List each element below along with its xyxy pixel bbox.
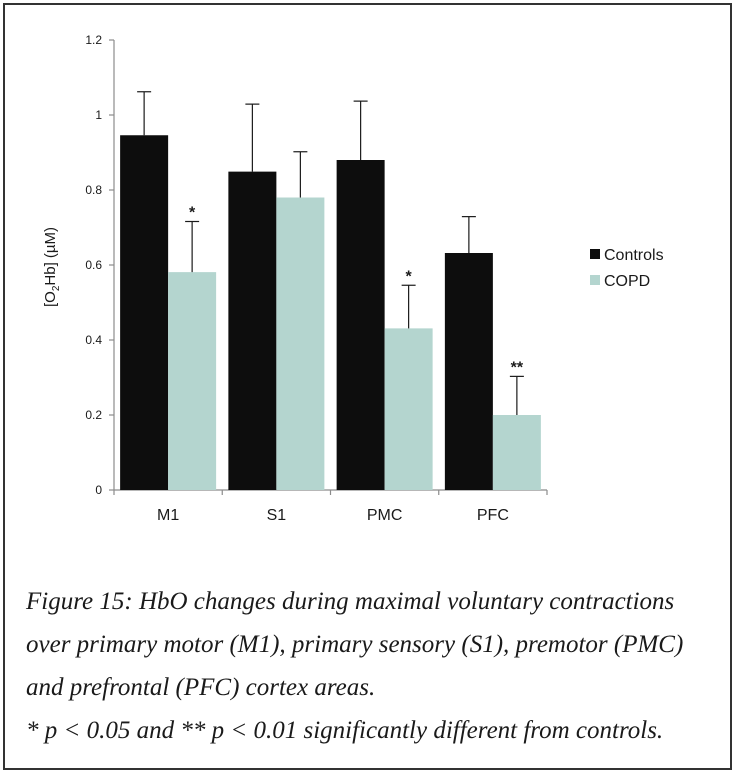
y-axis-label-subscript: 2 bbox=[51, 285, 62, 291]
bar-copd-pmc bbox=[384, 328, 433, 490]
significance-marker: ** bbox=[511, 359, 524, 376]
x-tick-label: S1 bbox=[267, 507, 287, 524]
bar-copd-pfc bbox=[492, 415, 541, 490]
y-tick-label: 1.2 bbox=[85, 33, 102, 47]
bar-copd-s1 bbox=[276, 197, 325, 490]
x-tick-label: PMC bbox=[367, 507, 403, 524]
significance-marker: * bbox=[406, 268, 413, 285]
legend-swatch-copd bbox=[590, 275, 600, 285]
y-axis-label: [O2Hb] (µM) bbox=[42, 227, 62, 307]
significance-marker: * bbox=[189, 205, 196, 222]
bar-controls-s1 bbox=[228, 171, 277, 490]
bar-controls-pfc bbox=[444, 253, 493, 490]
y-tick-label: 1 bbox=[95, 108, 102, 122]
bar-controls-m1 bbox=[120, 135, 169, 490]
y-axis-label-prefix: [O bbox=[42, 291, 59, 307]
y-tick-label: 0.8 bbox=[85, 183, 102, 197]
bar-copd-m1 bbox=[168, 272, 217, 490]
legend: Controls COPD bbox=[590, 247, 664, 290]
y-tick-label: 0.6 bbox=[85, 258, 102, 272]
significance-annotations: **** bbox=[189, 205, 524, 377]
caption-line-4: * p < 0.05 and ** p < 0.01 significantly… bbox=[26, 717, 664, 744]
x-axis: M1 S1 PMC PFC bbox=[113, 489, 548, 524]
legend-label-copd: COPD bbox=[604, 273, 650, 290]
legend-label-controls: Controls bbox=[604, 247, 664, 264]
error-bars bbox=[137, 91, 524, 415]
x-tick-label: PFC bbox=[477, 507, 509, 524]
bar-controls-pmc bbox=[336, 160, 385, 490]
bar-chart: 00.20.40.60.811.2 M1 S1 PMC PFC **** Contro… bbox=[42, 33, 664, 524]
bars bbox=[120, 135, 541, 490]
caption-line-1: Figure 15: HbO changes during maximal vo… bbox=[26, 588, 675, 615]
y-axis: 0 0.2 0.4 0.6 0.8 1 1.2 bbox=[85, 33, 115, 497]
y-tick-label: 0 bbox=[95, 483, 102, 497]
y-axis-label-suffix: Hb] (µM) bbox=[42, 227, 59, 286]
figure-caption: Figure 15: HbO changes during maximal vo… bbox=[26, 580, 726, 752]
y-tick-label: 0.2 bbox=[85, 408, 102, 422]
x-tick-label: M1 bbox=[157, 507, 179, 524]
legend-swatch-controls bbox=[590, 249, 600, 259]
caption-line-2: over primary motor (M1), primary sensory… bbox=[26, 631, 684, 658]
chart-container: 0 0.2 0.4 0.6 0.8 1 1.2 M1 S1 PMC PFC * * ** Contro… bbox=[42, 33, 664, 524]
y-tick-label: 0.4 bbox=[85, 333, 102, 347]
caption-line-3: and prefrontal (PFC) cortex areas. bbox=[26, 674, 376, 701]
